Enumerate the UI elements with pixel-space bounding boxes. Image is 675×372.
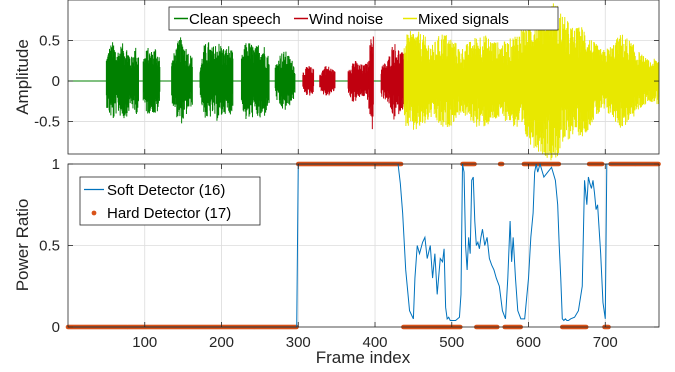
bottom-legend: Soft Detector (16) Hard Detector (17) bbox=[79, 176, 261, 226]
top-clean-speech-segment bbox=[105, 42, 139, 119]
bottom-xtick-label: 400 bbox=[362, 334, 387, 351]
bottom-xtick-label: 500 bbox=[439, 334, 464, 351]
top-clean-speech-segment bbox=[142, 48, 161, 114]
bottom-ytick-label: 0 bbox=[52, 319, 60, 336]
bottom-xlabel: Frame index bbox=[316, 348, 411, 367]
bottom-axes-frame bbox=[67, 163, 660, 328]
top-axes-frame bbox=[67, 0, 660, 155]
top-wind-noise-segment bbox=[302, 66, 315, 96]
top-wind-noise-segment bbox=[380, 44, 407, 120]
top-wind-noise-segment bbox=[319, 66, 336, 96]
top-legend: Clean speech Wind noise Mixed signals bbox=[168, 6, 559, 31]
legend-label-clean-speech: Clean speech bbox=[189, 11, 281, 28]
power-ratio-panel: 100 200 300 400 500 600 700 0 0.5 1 Power Ratio F… bbox=[13, 156, 661, 367]
top-ticks: -0.5 0 0.5 bbox=[34, 0, 659, 154]
bottom-xtick-label: 200 bbox=[209, 334, 234, 351]
top-ytick-label: -0.5 bbox=[34, 114, 60, 131]
bottom-xtick-label: 600 bbox=[516, 334, 541, 351]
top-wind-noise-segment bbox=[347, 61, 370, 102]
top-ylabel: Amplitude bbox=[13, 39, 32, 115]
top-clean-speech-segment bbox=[171, 37, 193, 124]
bottom-xtick-label: 300 bbox=[286, 334, 311, 351]
legend-label-hard-detector: Hard Detector (17) bbox=[107, 205, 231, 222]
legend-swatch-hard-detector bbox=[91, 210, 97, 216]
top-clean-speech-segment bbox=[240, 43, 270, 119]
top-mixed-signals-segment bbox=[403, 3, 660, 161]
top-clean-speech-segment bbox=[199, 42, 234, 121]
legend-label-wind-noise: Wind noise bbox=[309, 11, 383, 28]
bottom-xtick-label: 700 bbox=[593, 334, 618, 351]
top-ytick-label: 0.5 bbox=[39, 33, 60, 50]
legend-label-mixed-signals: Mixed signals bbox=[418, 11, 509, 28]
bottom-ytick-label: 0.5 bbox=[39, 238, 60, 255]
top-ytick-label: 0 bbox=[52, 73, 60, 90]
bottom-ticks: 100 200 300 400 500 600 700 0 0.5 1 bbox=[39, 156, 659, 351]
top-wind-noise-segment bbox=[368, 36, 374, 130]
bottom-xtick-label: 100 bbox=[132, 334, 157, 351]
legend-label-soft-detector: Soft Detector (16) bbox=[107, 182, 225, 199]
bottom-legend-box bbox=[79, 176, 261, 226]
amplitude-panel: -0.5 0 0.5 Amplitude Clean speech Wind noi… bbox=[13, 0, 660, 161]
top-clean-speech-segment bbox=[274, 51, 296, 110]
bottom-ytick-label: 1 bbox=[52, 156, 60, 173]
bottom-ylabel: Power Ratio bbox=[13, 199, 32, 292]
top-legend-box bbox=[168, 6, 559, 31]
soft-detector-line bbox=[68, 162, 659, 328]
top-signals bbox=[68, 3, 660, 161]
bottom-series bbox=[65, 161, 661, 330]
